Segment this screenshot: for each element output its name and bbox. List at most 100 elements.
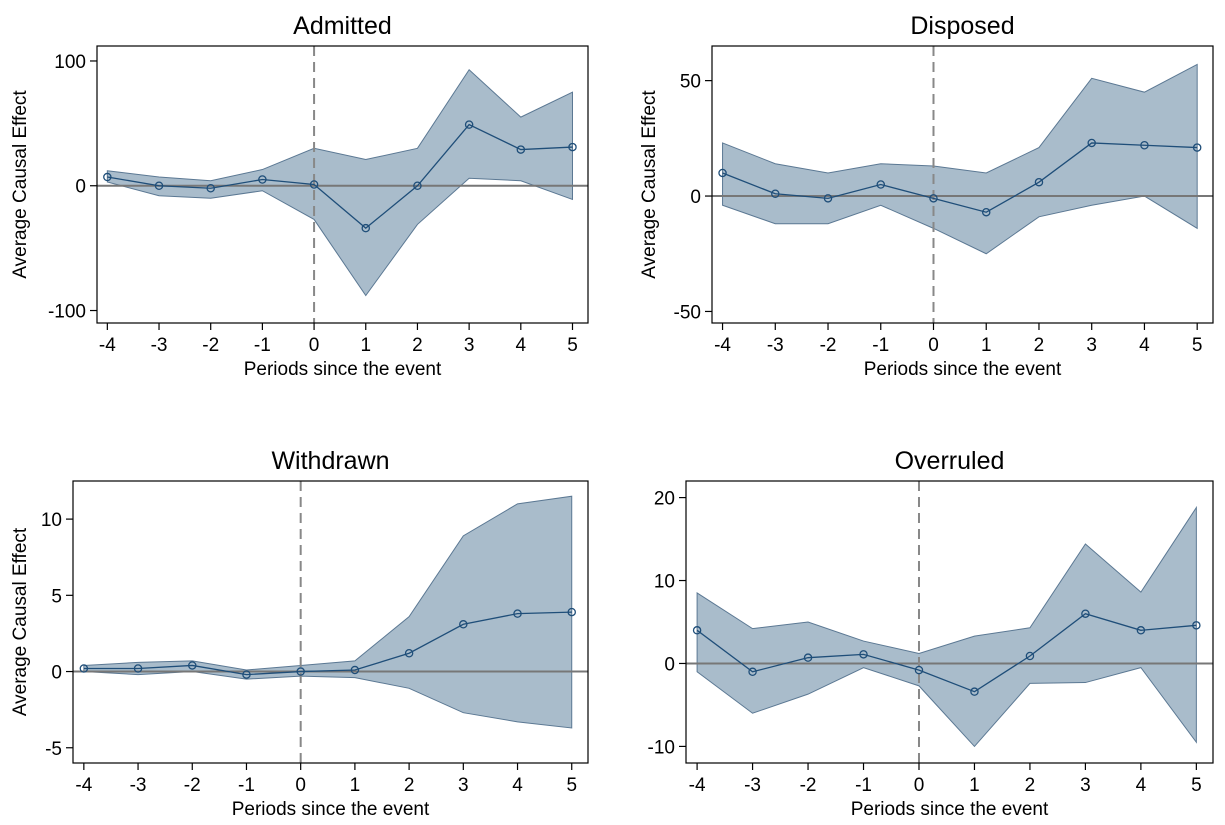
estimate-point [1192, 143, 1202, 152]
x-axis-label: Periods since the event [864, 359, 1062, 380]
x-tick-label: -3 [151, 335, 168, 356]
estimate-point [154, 181, 164, 190]
x-tick-label: 0 [914, 775, 925, 796]
estimate-point [970, 687, 979, 696]
x-tick-label: 4 [512, 775, 523, 796]
estimate-point [567, 607, 576, 617]
x-tick-label: 1 [969, 775, 980, 796]
x-tick-label: 5 [1191, 775, 1202, 796]
x-tick-label: 0 [928, 335, 939, 356]
x-tick-label: 2 [404, 775, 415, 796]
estimate-line [83, 611, 572, 676]
estimate-point [133, 664, 143, 673]
estimate-point [513, 609, 522, 618]
x-tick-label: 3 [1080, 775, 1091, 796]
x-axis-label: Periods since the event [851, 799, 1049, 820]
x-tick-label: -4 [689, 775, 706, 796]
estimate-point [1140, 141, 1149, 150]
x-tick-label: 2 [412, 335, 423, 356]
chart-title: Withdrawn [271, 447, 389, 475]
chart-title: Disposed [910, 12, 1014, 40]
estimate-point [803, 653, 813, 662]
estimate-point [981, 207, 991, 217]
x-tick-label: 5 [567, 335, 578, 356]
y-tick-label: 10 [654, 572, 675, 593]
chart-title: Overruled [895, 447, 1005, 475]
y-tick-label: 0 [51, 663, 62, 684]
estimate-point [413, 181, 422, 190]
y-tick-label: -5 [45, 739, 62, 760]
estimate-point [914, 665, 924, 675]
y-tick-label: 20 [654, 489, 675, 510]
x-tick-label: -2 [202, 335, 219, 356]
estimate-point [859, 650, 868, 659]
estimate-point [350, 665, 360, 675]
estimate-point [206, 183, 215, 193]
x-tick-label: 1 [360, 335, 371, 356]
estimate-point [516, 145, 526, 154]
x-tick-label: -4 [714, 335, 731, 356]
x-tick-label: -4 [99, 335, 116, 356]
x-axis-label: Periods since the event [244, 359, 442, 380]
estimate-point [748, 667, 757, 677]
estimate-point [1136, 626, 1146, 635]
x-tick-label: -1 [254, 335, 271, 356]
x-tick-label: -1 [238, 775, 255, 796]
y-tick-label: -50 [674, 302, 701, 323]
y-tick-label: -100 [48, 302, 86, 323]
estimate-line [722, 142, 1198, 213]
estimate-point [103, 172, 112, 182]
estimate-point [1034, 177, 1044, 187]
estimate-point [1087, 138, 1096, 148]
chart-panel-withdrawn: Withdrawn -4 -3 -2 -1 0 1 2 3 4 5 -5 0 5 10 Periods sin… [10, 447, 589, 820]
estimate-point [242, 670, 251, 679]
chart-panel-disposed: Disposed -4 -3 -2 -1 0 1 2 3 4 5 -50 0 50 Periods sinc… [639, 12, 1214, 380]
x-tick-label: 0 [309, 335, 320, 356]
x-tick-label: -3 [744, 775, 761, 796]
x-tick-label: 4 [1139, 335, 1150, 356]
x-axis-label: Periods since the event [232, 799, 430, 820]
chart-title: Admitted [293, 12, 392, 40]
x-tick-label: 3 [464, 335, 475, 356]
plot-frame [685, 480, 1214, 764]
estimate-point [258, 175, 267, 184]
x-tick-label: 1 [350, 775, 361, 796]
confidence-band [696, 505, 1197, 748]
y-tick-label: -10 [648, 737, 675, 758]
estimate-point [771, 189, 780, 198]
x-tick-label: -1 [872, 335, 889, 356]
x-tick-label: -1 [855, 775, 872, 796]
x-tick-label: -4 [75, 775, 92, 796]
estimate-point [1081, 609, 1090, 618]
estimate-point [876, 180, 886, 189]
y-tick-label: 100 [54, 52, 86, 73]
estimate-point [1192, 621, 1201, 630]
y-tick-label: 5 [51, 586, 62, 607]
estimate-point [568, 142, 577, 152]
x-tick-label: -2 [184, 775, 201, 796]
estimate-point [296, 667, 305, 676]
x-tick-label: 5 [1192, 335, 1203, 356]
estimate-line [696, 612, 1197, 693]
x-tick-label: 4 [1136, 775, 1147, 796]
y-tick-label: 0 [75, 177, 86, 198]
x-tick-label: 4 [516, 335, 527, 356]
confidence-band [83, 495, 573, 729]
estimate-point [718, 168, 727, 178]
y-tick-label: 0 [690, 187, 701, 208]
estimate-point [459, 620, 468, 629]
x-tick-label: -3 [767, 335, 784, 356]
y-axis-label: Average Causal Effect [10, 527, 31, 716]
estimate-point [79, 664, 89, 673]
x-tick-label: 5 [566, 775, 577, 796]
x-tick-label: 3 [1086, 335, 1097, 356]
x-tick-label: -3 [130, 775, 147, 796]
estimate-line [107, 123, 573, 230]
estimate-point [823, 194, 833, 203]
x-tick-label: 3 [458, 775, 469, 796]
y-tick-label: 10 [41, 510, 62, 531]
chart-panel-admitted: Admitted -4 -3 -2 -1 0 1 2 3 4 5 -100 0 100 Periods si… [10, 12, 589, 380]
plot-frame [72, 480, 589, 764]
